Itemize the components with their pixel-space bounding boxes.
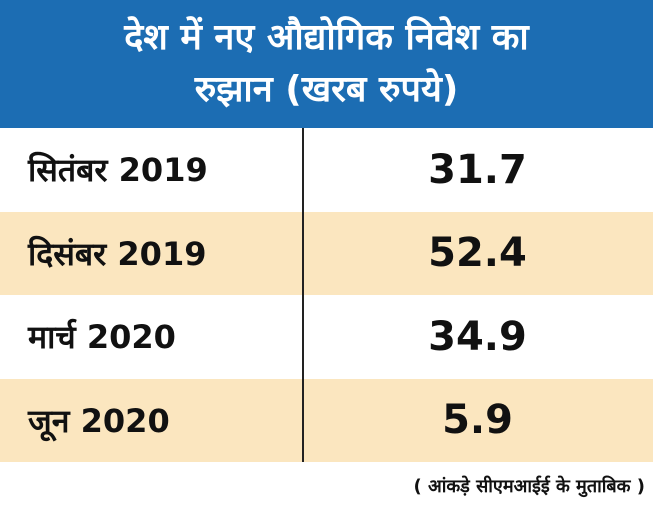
table: सितंबर 2019 31.7 दिसंबर 2019 52.4 मार्च 2020…	[0, 128, 653, 462]
investment-value: 5.9	[442, 397, 513, 444]
investment-value: 31.7	[428, 146, 527, 193]
period-label: मार्च 2020	[28, 318, 176, 357]
table-row: जून 2020 5.9	[0, 378, 653, 462]
table-row: दिसंबर 2019 52.4	[0, 211, 653, 295]
source-note: ( आंकड़े सीएमआईई के मुताबिक )	[413, 476, 645, 497]
column-divider	[302, 128, 304, 462]
table-row: सितंबर 2019 31.7	[0, 128, 653, 212]
title-line: देश में नए औद्योगिक निवेश का	[124, 17, 529, 58]
period-label: जून 2020	[28, 401, 170, 440]
header: देश में नए औद्योगिक निवेश का रुझान (खरब र…	[0, 0, 653, 128]
table-row: मार्च 2020 34.9	[0, 295, 653, 379]
period-label: दिसंबर 2019	[28, 234, 207, 273]
period-label: सितंबर 2019	[28, 151, 208, 190]
investment-value: 52.4	[428, 230, 527, 277]
title-line: रुझान (खरब रुपये)	[194, 69, 459, 110]
investment-value: 34.9	[428, 313, 527, 360]
